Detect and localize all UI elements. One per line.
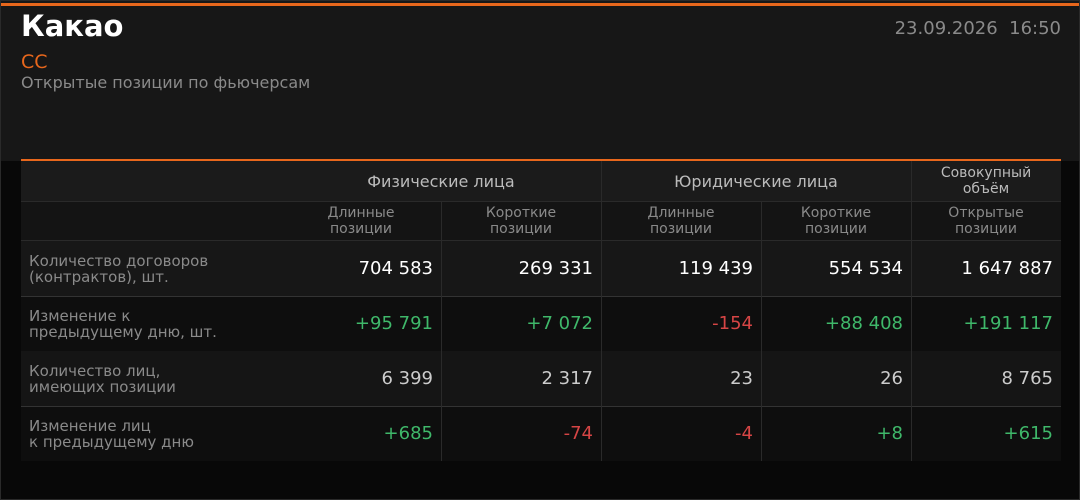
text-line: предыдущему дню, шт. <box>29 322 217 341</box>
text-line: Длинные <box>327 205 395 221</box>
cell-value: 2 317 <box>541 368 593 389</box>
cell-value: 8 765 <box>1001 368 1053 389</box>
row-bg <box>21 351 1061 406</box>
row-label: Изменение к предыдущему дню, шт. <box>29 296 279 351</box>
cell-value: 554 534 <box>828 258 903 279</box>
group-header: Юридические лица <box>674 171 838 191</box>
subtitle: Открытые позиции по фьючерсам <box>21 73 311 92</box>
text-line: позиции <box>490 221 552 237</box>
subheader-row <box>21 201 1061 241</box>
text-line: Количество договоров <box>29 251 209 270</box>
cell-value: 1 647 887 <box>961 258 1053 279</box>
cell-value: +7 072 <box>526 313 593 334</box>
cell-value: 6 399 <box>381 368 433 389</box>
text-line: позиции <box>955 221 1017 237</box>
text-line: Изменение к <box>29 306 131 325</box>
row-label: Количество договоров (контрактов), шт. <box>29 241 279 296</box>
col-separator <box>601 161 602 461</box>
text-line: позиции <box>650 221 712 237</box>
cell-value: 269 331 <box>518 258 593 279</box>
cell-value: -154 <box>712 313 753 334</box>
text-line: Короткие <box>485 205 557 221</box>
column-header: Открытые позиции <box>911 201 1061 241</box>
cell-value: -4 <box>735 423 753 444</box>
text-line: Изменение лиц <box>29 416 151 435</box>
column-header: Длинные позиции <box>281 201 441 241</box>
col-separator <box>761 201 762 461</box>
text-line: Совокупный <box>940 165 1032 181</box>
cell-value: 23 <box>730 368 753 389</box>
cell-value: 26 <box>880 368 903 389</box>
cell-value: +8 <box>876 423 903 444</box>
cell-value: +88 408 <box>824 313 903 334</box>
column-header: Длинные позиции <box>601 201 761 241</box>
text-line: позиции <box>805 221 867 237</box>
group-header: Физические лица <box>367 171 515 191</box>
header-row <box>21 161 1061 201</box>
row-label: Изменение лиц к предыдущему дню <box>29 406 279 461</box>
text-line: объём <box>962 181 1010 197</box>
title: Какао <box>21 9 124 43</box>
col-separator <box>441 201 442 461</box>
row-bg <box>21 241 1061 296</box>
cell-value: +685 <box>383 423 433 444</box>
col-separator <box>911 161 912 461</box>
row-label: Количество лиц, имеющих позиции <box>29 351 279 406</box>
text-line: к предыдущему дню <box>29 432 194 451</box>
text-line: имеющих позиции <box>29 377 176 396</box>
cell-value: +95 791 <box>354 313 433 334</box>
column-header: Короткие позиции <box>441 201 601 241</box>
cell-value: 119 439 <box>678 258 753 279</box>
accent-line <box>21 159 1061 161</box>
row-bg <box>21 296 1061 351</box>
timestamp: 23.09.2026 16:50 <box>894 18 1061 39</box>
text-line: Длинные <box>647 205 715 221</box>
cell-value: 704 583 <box>358 258 433 279</box>
table: Физические лица Юридические лица Совокупны… <box>21 159 1061 462</box>
cell-value: -74 <box>563 423 593 444</box>
group-header: Совокупный объём <box>911 161 1061 201</box>
ticker: CC <box>21 51 48 73</box>
text-line: Открытые <box>948 205 1024 221</box>
header-panel <box>1 1 1079 161</box>
text-line: позиции <box>330 221 392 237</box>
text-line: Короткие <box>800 205 872 221</box>
top-accent <box>1 3 1079 6</box>
column-header: Короткие позиции <box>761 201 911 241</box>
cell-value: +191 117 <box>963 313 1053 334</box>
text-line: (контрактов), шт. <box>29 267 169 286</box>
cell-value: +615 <box>1003 423 1053 444</box>
text-line: Количество лиц, <box>29 361 161 380</box>
row-bg <box>21 406 1061 461</box>
